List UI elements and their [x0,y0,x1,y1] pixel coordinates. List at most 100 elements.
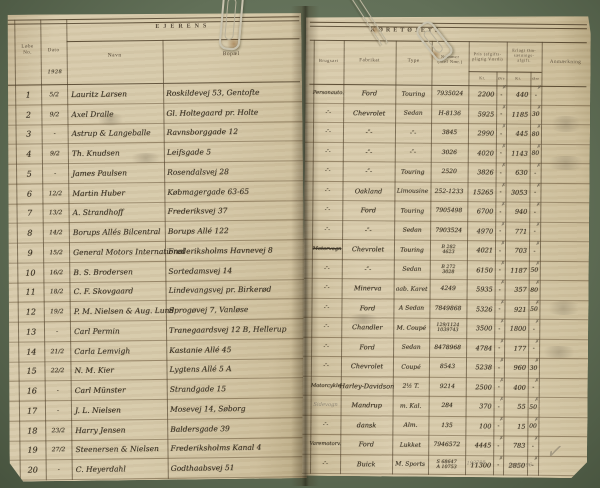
row-number-cell: 18 [27,426,38,436]
chassis-number-cell: 135 [441,421,453,429]
chassis-number-cell: 7849868 [434,304,462,312]
tax-kr-cell: 783 [512,441,526,450]
owner-name-cell: Lauritz Larsen [71,89,127,99]
date-cell: 27/2 [51,446,66,454]
chassis-number-cell: 8543 [439,363,456,371]
remark-cell [541,164,587,183]
chassis-number-cell: 7903524 [435,226,463,234]
date-cell: - [53,130,56,138]
pencil-total-tax: 11337 96 [508,462,533,469]
owner-residence-cell: Gl. Holtegaard pr. Holte [166,107,259,118]
owner-residence-cell: Strandgade 15 [169,384,227,394]
left-page-title: EJERENS [155,23,211,30]
price-ore-cell: - ✗ [497,435,504,450]
usage-cell: -″- [324,207,331,214]
ledger-row: -″- Chevrolet Sedan H-8136 5925 - ✗ 1185 … [305,103,590,125]
column-header-fabrikat: Fabrikat [359,58,380,64]
row-number-cell: 3 [26,129,32,139]
make-cell: Oakland [354,186,383,196]
date-cell: - [54,170,57,178]
price-kr-cell: 2500 [475,383,492,392]
tax-ore-cell: - ✗ [532,318,540,333]
date-cell: 9/2 [49,150,60,158]
tax-kr-cell: 177 [513,344,527,353]
subheader-ore: Øre [532,76,540,81]
chassis-number-cell: 7905498 [435,206,463,215]
make-cell: -″- [364,226,372,235]
row-number-cell: 15 [26,366,37,376]
tax-kr-cell: 771 [514,227,528,236]
make-cell: Harley-Davidson [339,381,395,391]
price-kr-cell: 2990 [477,129,495,138]
tax-ore-cell: 30 ✗ [531,104,542,119]
owner-residence-cell: Frederiksholms Kanal 4 [170,443,262,454]
tax-kr-cell: 1187 [510,266,527,275]
remark-cell [541,125,587,144]
tax-ore-cell: - ✗ [534,162,541,177]
price-ore-cell: - ✗ [499,162,506,177]
make-cell: Buick [356,459,376,469]
type-cell: 2½ T. [402,382,420,391]
price-ore-cell: - ✗ [498,337,505,352]
owner-name-cell: Martin Huber [72,187,125,198]
tax-ore-cell: - ✗ [534,84,542,99]
price-ore-cell: - ✗ [498,259,505,274]
ledger-row: -″- -″- Sedan 7903524 4970 - ✗ 771 - ✗ [304,220,589,242]
ledger-row: Motorvogn Chevrolet Touring B 282 4623 4… [304,240,589,262]
right-page-title: KØRETØJETS [370,27,442,34]
make-cell: Mandrup [351,401,382,410]
make-cell: -″- [364,265,372,274]
owner-name-cell: James Paulsen [72,168,127,178]
type-cell: Touring [401,90,426,98]
price-kr-cell: 4970 [476,227,494,236]
date-cell: 19/2 [49,308,64,316]
tax-kr-cell: 55 [517,402,526,411]
remark-cell [539,378,585,397]
owner-name-cell: Carl Permin [73,326,120,336]
ledger-row: Sidevogn Mandrup m. Kal. 284 370 - ✗ 55 5… [303,396,588,418]
date-cell: - [56,407,60,415]
usage-cell: -″- [325,148,331,155]
ledger-row: -″- Minerva aab. Karet 4249 5935 - ✗ 357 … [304,279,589,301]
date-cell: 18/2 [49,288,64,296]
owner-name-cell: Steenersen & Nielsen [75,444,159,455]
row-number-cell: 13 [25,327,37,337]
tax-ore-cell: 30 ✗ [529,357,540,372]
owner-residence-cell: Lindevangsvej pr. Birkerød [168,284,272,296]
remark-cell [538,417,584,436]
remark-cell [541,105,587,124]
column-header-lobe-no: Løbe No. [21,44,34,56]
tax-kr-cell: 940 [514,207,528,216]
ledger-row: -″- dansk Alm. 135 100 - ✗ 15 00 ✗ [302,415,587,437]
type-cell: M. Coupé [396,324,427,332]
remark-cell [540,242,586,261]
tax-ore-cell: 00 ✗ [529,416,539,431]
price-kr-cell: 4021 [476,246,493,255]
tax-kr-cell: 1185 [511,110,529,119]
chassis-number-cell: 3845 [441,129,458,137]
type-cell: Sedan [402,226,422,235]
remark-cell [539,339,585,358]
owner-residence-cell: Roskildevej 53, Gentofte [166,87,260,98]
row-number-cell: 1 [25,90,31,100]
make-cell: Ford [361,89,378,98]
column-header-navn: Navn [107,52,122,59]
usage-cell: -″- [323,304,330,311]
year-label: 1928 [47,69,63,76]
chassis-number-cell: 129/1124 1039743 [436,323,460,334]
remark-cell [540,222,586,241]
price-kr-cell: 3826 [477,168,494,177]
type-cell: Coupé [401,363,421,371]
chassis-number-cell: 8478968 [434,343,462,351]
tax-ore-cell: 80 ✗ [531,143,541,158]
type-cell: -″- [409,129,417,137]
owner-residence-cell: Sortedamsvej 14 [168,265,233,276]
rule-line [66,38,299,42]
usage-cell: -″- [323,343,329,350]
price-ore-cell: - ✗ [499,201,506,216]
price-kr-cell: 100 [478,422,492,431]
make-cell: Ford [358,440,374,449]
remark-cell [540,183,586,202]
tax-ore-cell: - ✗ [532,338,540,353]
tax-kr-cell: 15 [517,422,526,431]
